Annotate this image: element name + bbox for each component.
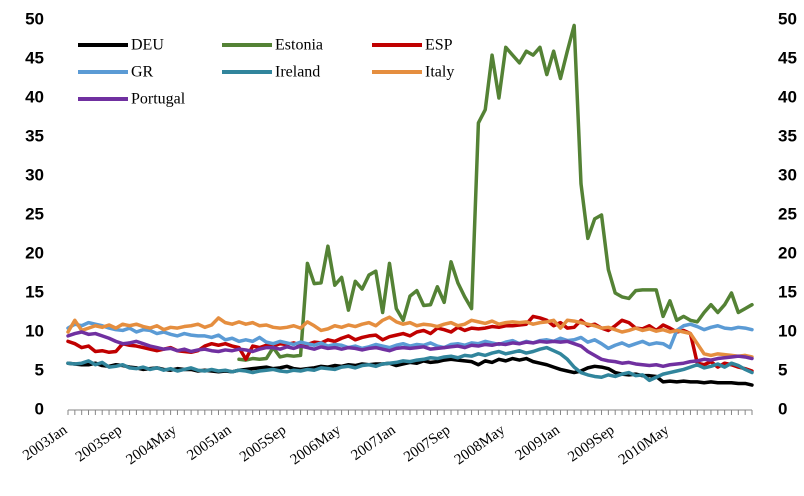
y-tick-label: 10 [25,321,44,340]
y2-tick-label: 10 [778,321,797,340]
y2-tick-label: 35 [778,126,797,145]
series-line [66,345,754,383]
y2-tick-label: 15 [778,282,797,301]
series-line [66,315,754,359]
series-line [66,330,754,369]
y-tick-label: 30 [25,165,44,184]
y-tick-label: 35 [25,126,44,145]
legend-label: ESP [425,37,453,54]
legend-label: Estonia [275,37,323,54]
legend-label: DEU [131,37,164,54]
y2-tick-label: 50 [778,9,797,28]
legend-label: Ireland [275,64,320,81]
y2-tick-label: 25 [778,204,797,223]
legend-label: GR [131,64,154,81]
legend-label: Portugal [131,91,186,108]
y-tick-label: 50 [25,9,44,28]
y2-tick-label: 30 [778,165,797,184]
y-tick-label: 0 [35,399,44,418]
series-line [237,23,754,362]
y-tick-label: 5 [35,360,44,379]
y2-tick-label: 5 [778,360,787,379]
y2-tick-label: 20 [778,243,797,262]
y-tick-label: 20 [25,243,44,262]
y-tick-label: 40 [25,87,44,106]
y2-tick-label: 45 [778,48,797,67]
y-tick-label: 15 [25,282,44,301]
y-tick-label: 45 [25,48,44,67]
y2-tick-label: 40 [778,87,797,106]
y2-tick-label: 0 [778,399,787,418]
legend-label: Italy [425,64,454,81]
y-tick-label: 25 [25,204,44,223]
series-line [66,320,754,351]
